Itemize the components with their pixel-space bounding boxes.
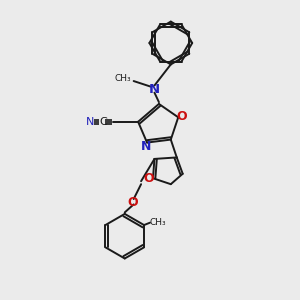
Text: CH₃: CH₃ (115, 74, 132, 83)
Text: N: N (141, 140, 152, 153)
Text: O: O (127, 196, 138, 208)
Text: O: O (176, 110, 187, 123)
Text: O: O (143, 172, 154, 185)
Text: C: C (99, 117, 107, 127)
Text: N: N (86, 117, 95, 127)
Text: CH₃: CH₃ (149, 218, 166, 226)
Text: N: N (149, 82, 160, 96)
